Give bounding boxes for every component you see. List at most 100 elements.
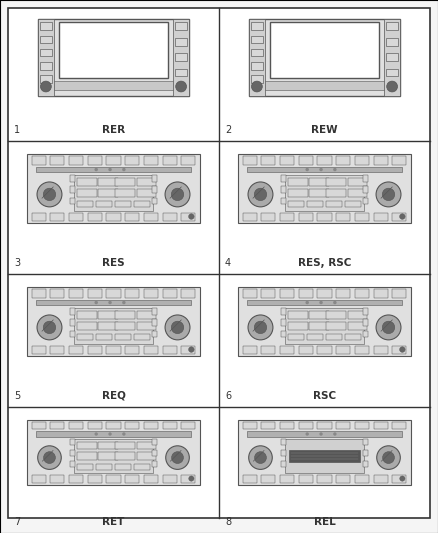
Circle shape	[95, 433, 97, 435]
Bar	[345, 201, 361, 207]
Bar	[181, 213, 195, 221]
Bar	[77, 189, 97, 197]
Bar	[50, 346, 64, 354]
Bar	[106, 422, 120, 430]
Bar	[364, 175, 368, 182]
Bar	[70, 330, 74, 337]
Bar	[99, 452, 118, 459]
Bar	[336, 475, 350, 483]
Bar	[152, 439, 157, 446]
Bar	[243, 213, 257, 221]
Bar	[77, 442, 97, 449]
Circle shape	[172, 451, 184, 464]
Bar	[307, 201, 323, 207]
Text: RSC: RSC	[313, 391, 336, 401]
Circle shape	[123, 168, 125, 171]
Bar	[364, 308, 368, 314]
Text: RES: RES	[102, 258, 125, 268]
Bar	[38, 19, 54, 96]
Bar	[74, 439, 153, 473]
Bar	[336, 213, 350, 221]
Circle shape	[251, 81, 262, 92]
Bar	[70, 319, 74, 326]
Circle shape	[334, 302, 336, 304]
Bar	[115, 464, 131, 470]
Bar	[355, 475, 369, 483]
Bar	[318, 289, 332, 297]
Bar	[374, 289, 388, 297]
Bar	[289, 450, 360, 462]
Bar	[336, 422, 350, 430]
Bar	[152, 175, 157, 182]
Bar	[318, 422, 332, 430]
Bar	[70, 308, 74, 314]
Bar	[162, 422, 177, 430]
Bar	[99, 189, 118, 197]
Bar	[288, 189, 308, 197]
Bar	[70, 175, 74, 182]
Bar	[386, 38, 399, 46]
Bar	[326, 189, 346, 197]
Bar	[261, 156, 276, 165]
Bar	[152, 198, 157, 204]
Bar	[137, 178, 156, 186]
Bar	[59, 22, 168, 78]
Bar	[173, 19, 190, 96]
Bar	[88, 213, 102, 221]
Circle shape	[248, 182, 273, 207]
Bar	[374, 346, 388, 354]
Bar	[326, 334, 342, 341]
Bar	[27, 419, 200, 485]
Bar	[137, 311, 156, 319]
Circle shape	[44, 451, 55, 464]
Circle shape	[189, 347, 194, 352]
Circle shape	[40, 81, 51, 92]
Circle shape	[165, 315, 190, 340]
Bar	[270, 22, 379, 78]
Bar	[125, 213, 139, 221]
Bar	[162, 289, 177, 297]
Bar	[307, 334, 323, 341]
Bar	[243, 422, 257, 430]
Bar	[69, 422, 83, 430]
Bar	[392, 156, 406, 165]
Bar	[69, 156, 83, 165]
Circle shape	[334, 168, 336, 171]
Bar	[281, 198, 286, 204]
Bar	[115, 334, 131, 341]
Bar	[261, 213, 276, 221]
Bar	[285, 308, 364, 344]
Bar	[175, 38, 187, 46]
Bar	[70, 450, 74, 456]
Bar	[355, 422, 369, 430]
Bar	[281, 450, 286, 456]
Bar	[318, 346, 332, 354]
Bar	[247, 167, 403, 172]
Bar	[70, 187, 74, 193]
Bar	[144, 156, 158, 165]
Bar	[70, 439, 74, 446]
Bar	[181, 422, 195, 430]
Bar	[348, 311, 367, 319]
Bar	[39, 62, 52, 69]
Bar	[285, 439, 364, 473]
Bar	[162, 475, 177, 483]
Bar	[96, 334, 112, 341]
Circle shape	[109, 168, 111, 171]
Bar	[280, 475, 294, 483]
Circle shape	[377, 446, 400, 470]
Bar	[39, 36, 52, 43]
Bar	[69, 213, 83, 221]
Bar	[152, 308, 157, 314]
Bar	[392, 422, 406, 430]
Bar	[106, 213, 120, 221]
Bar	[364, 461, 368, 467]
Bar	[27, 154, 200, 223]
Bar	[137, 442, 156, 449]
Bar	[355, 289, 369, 297]
Bar	[162, 156, 177, 165]
Bar	[134, 334, 150, 341]
Bar	[336, 289, 350, 297]
Circle shape	[387, 81, 398, 92]
Bar	[115, 322, 135, 329]
